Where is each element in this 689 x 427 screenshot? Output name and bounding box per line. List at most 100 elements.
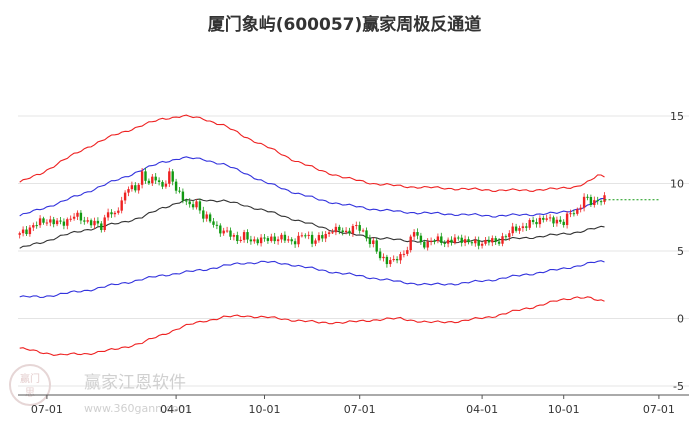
candle-body [297, 235, 300, 245]
axes: 15 10 5 0 -5 07-01 04-01 10-01 07-01 04-01 10-01 07… [18, 110, 689, 416]
candle-body [382, 256, 385, 259]
x-tick-label: 04-01 [466, 403, 498, 416]
candle-body [378, 251, 382, 259]
candle-body [304, 235, 307, 237]
candle-body [123, 192, 127, 201]
y-tick-label: 5 [677, 245, 684, 258]
candle-body [368, 238, 372, 244]
candle-body [389, 260, 392, 265]
candle-body [504, 236, 508, 238]
candle-body [215, 224, 219, 226]
candle-body [467, 239, 470, 243]
candle-body [246, 232, 249, 240]
candle-body [127, 189, 130, 193]
candle-body [25, 229, 28, 235]
candle-body [497, 241, 501, 244]
candle-body [28, 227, 32, 235]
candle-body [419, 235, 423, 242]
candle-body [287, 239, 290, 241]
candle-body [219, 225, 222, 234]
candle-body [276, 239, 280, 242]
candle-body [222, 230, 225, 234]
candle-body [409, 236, 412, 251]
candle-body [548, 217, 552, 219]
candle-body [535, 222, 538, 225]
candle-body [436, 236, 440, 242]
candle-body [457, 237, 460, 239]
candle-body [83, 220, 86, 222]
candle-body [225, 230, 229, 232]
candle-body [508, 233, 511, 238]
candle-body [385, 256, 389, 265]
candle-body [491, 238, 494, 243]
candle-body [395, 259, 399, 261]
candle-body [477, 239, 480, 246]
candle-body [195, 201, 198, 208]
candle-body [171, 171, 174, 182]
candle-body [120, 200, 123, 211]
candle-body [324, 233, 327, 239]
candle-body [559, 219, 562, 222]
candle-body [392, 259, 395, 261]
candle-body [266, 238, 270, 241]
candle-body [582, 196, 586, 208]
candle-body [463, 239, 467, 243]
candle-body [140, 171, 144, 185]
candle-body [59, 220, 62, 222]
candle-body [42, 218, 45, 223]
candle-body [487, 240, 491, 243]
y-tick-label: 15 [670, 110, 684, 123]
candle-body [603, 195, 606, 202]
x-tick-label: 07-01 [31, 403, 63, 416]
candle-body [599, 201, 603, 203]
candle-body [69, 218, 72, 220]
x-tick-label: 07-01 [344, 403, 376, 416]
candle-body [96, 220, 100, 224]
band-outer-lower [19, 296, 605, 356]
x-tick-label: 10-01 [249, 403, 281, 416]
candle-body [290, 239, 293, 242]
y-tick-label: -5 [673, 380, 684, 393]
watermark-logo-top: 赢门 [20, 372, 40, 385]
candle-body [55, 220, 59, 225]
candle-body [338, 226, 341, 231]
candle-body [89, 220, 93, 226]
candle-body [110, 212, 113, 215]
candle-body [52, 219, 55, 225]
candle-body [321, 235, 324, 239]
candle-body [62, 221, 66, 226]
candle-body [38, 218, 42, 226]
candle-body [351, 225, 355, 234]
candle-body [242, 232, 246, 240]
chart-title: 厦门象屿(600057)赢家周极反通道 [207, 15, 482, 35]
watermark-logo-bottom: 思 [25, 387, 35, 399]
candle-body [525, 226, 528, 228]
candle-body [406, 250, 409, 254]
candle-body [137, 184, 140, 191]
candle-body [270, 236, 273, 241]
candle-body [429, 240, 433, 242]
candle-body [569, 213, 572, 215]
candle-body [232, 235, 236, 237]
candle-body [317, 235, 321, 241]
candle-body [21, 229, 25, 234]
candle-body [450, 239, 453, 243]
candle-body [484, 240, 487, 244]
candle-body [151, 176, 154, 184]
band-inner-upper [19, 156, 605, 218]
candle-body [178, 190, 181, 192]
candle-body [331, 232, 334, 234]
candle-body [511, 226, 514, 234]
candle-body [423, 241, 426, 248]
candle-body [117, 210, 120, 213]
candle-body [372, 240, 375, 244]
candle-body [514, 226, 518, 231]
candle-body [212, 221, 215, 225]
candle-body [283, 234, 287, 241]
candle-body [239, 239, 242, 242]
candle-body [263, 237, 266, 239]
watermark: 赢门 思 赢家江恩软件 www.360gann.com [9, 364, 189, 415]
candle-body [596, 200, 599, 202]
y-tick-label: 10 [670, 178, 684, 191]
